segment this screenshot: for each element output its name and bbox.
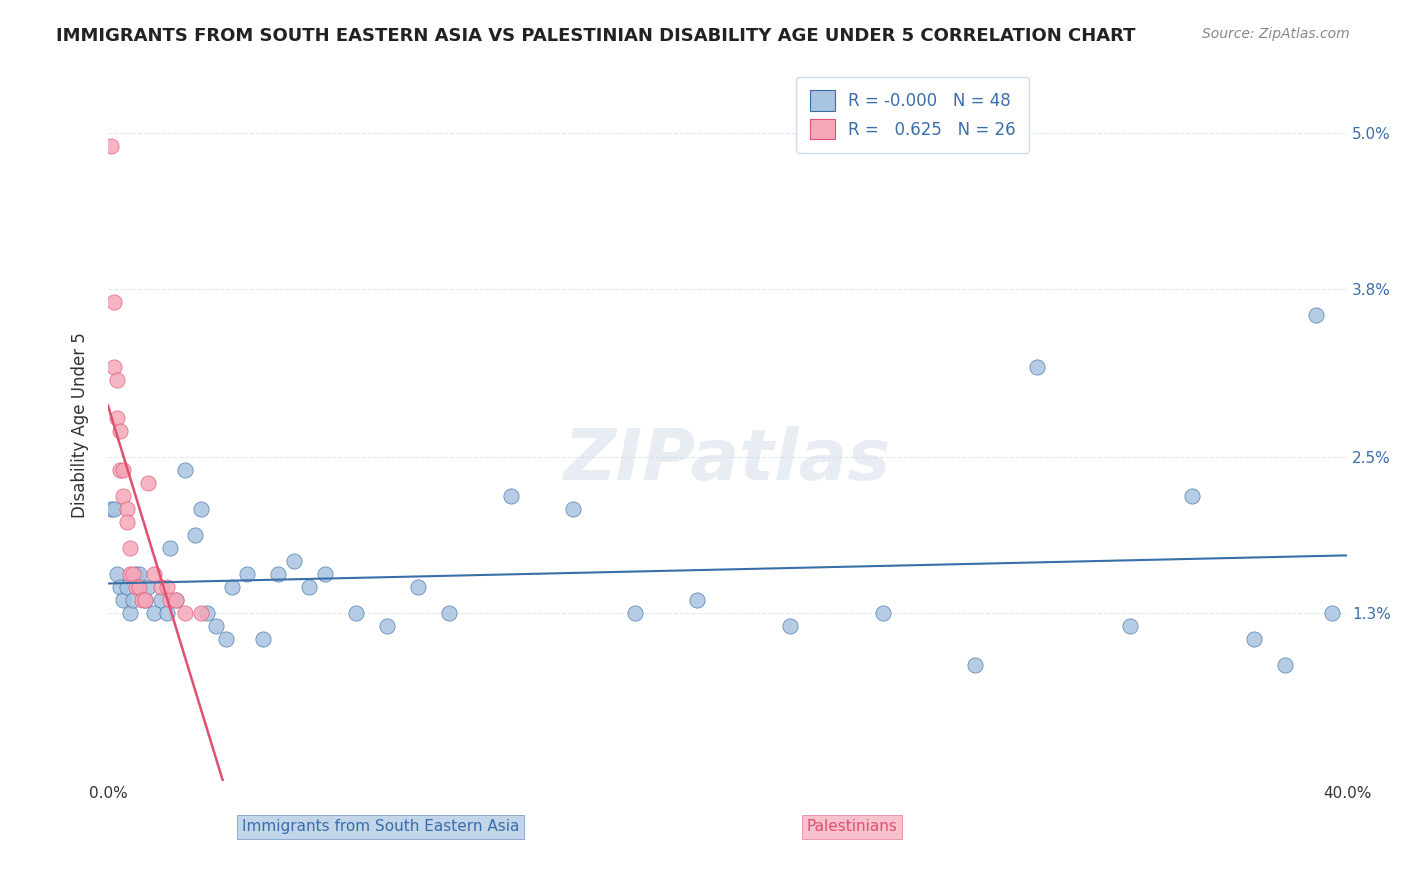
Point <box>110 580 132 594</box>
Point <box>121 593 143 607</box>
Point <box>121 566 143 581</box>
Point <box>298 580 321 594</box>
Point <box>100 502 122 516</box>
Point <box>437 606 460 620</box>
Text: IMMIGRANTS FROM SOUTH EASTERN ASIA VS PALESTINIAN DISABILITY AGE UNDER 5 CORRELA: IMMIGRANTS FROM SOUTH EASTERN ASIA VS PA… <box>56 27 1136 45</box>
Point <box>156 606 179 620</box>
Point <box>118 606 141 620</box>
Point <box>105 566 128 581</box>
Point <box>103 294 125 309</box>
Point <box>149 580 172 594</box>
Point <box>623 606 645 620</box>
Point <box>118 541 141 555</box>
Text: ZIPatlas: ZIPatlas <box>564 426 891 495</box>
Point <box>115 515 138 529</box>
Point <box>134 593 156 607</box>
Point <box>159 593 181 607</box>
Point <box>965 657 987 672</box>
Point <box>118 566 141 581</box>
Text: Palestinians: Palestinians <box>806 819 897 834</box>
Point <box>184 528 207 542</box>
Point <box>499 489 522 503</box>
Point <box>125 566 148 581</box>
Point <box>131 593 153 607</box>
Point <box>236 566 259 581</box>
Point <box>143 566 166 581</box>
Point <box>252 632 274 646</box>
Point <box>112 463 135 477</box>
Point <box>174 463 197 477</box>
Y-axis label: Disability Age Under 5: Disability Age Under 5 <box>72 332 89 518</box>
Point <box>283 554 305 568</box>
Point <box>406 580 429 594</box>
Text: Source: ZipAtlas.com: Source: ZipAtlas.com <box>1202 27 1350 41</box>
Point <box>685 593 707 607</box>
Point <box>1119 619 1142 633</box>
Point <box>1274 657 1296 672</box>
Point <box>136 580 159 594</box>
Text: Immigrants from South Eastern Asia: Immigrants from South Eastern Asia <box>242 819 519 834</box>
Point <box>190 502 212 516</box>
Point <box>872 606 894 620</box>
Point <box>128 580 150 594</box>
Point <box>561 502 583 516</box>
Point <box>105 411 128 425</box>
Point <box>165 593 187 607</box>
Point <box>100 139 122 153</box>
Point <box>125 580 148 594</box>
Point <box>103 502 125 516</box>
Point <box>103 359 125 374</box>
Point <box>344 606 367 620</box>
Point <box>1320 606 1343 620</box>
Point <box>110 425 132 439</box>
Point <box>115 580 138 594</box>
Point <box>115 502 138 516</box>
Point <box>190 606 212 620</box>
Point <box>105 373 128 387</box>
Point <box>779 619 801 633</box>
Point <box>205 619 228 633</box>
Point <box>1026 359 1049 374</box>
Point <box>112 489 135 503</box>
Point <box>195 606 218 620</box>
Point <box>159 541 181 555</box>
Point <box>143 606 166 620</box>
Point <box>215 632 238 646</box>
Point <box>375 619 398 633</box>
Point <box>1181 489 1204 503</box>
Point <box>128 566 150 581</box>
Point <box>221 580 243 594</box>
Point <box>156 580 179 594</box>
Point <box>267 566 290 581</box>
Point <box>136 476 159 491</box>
Point <box>1243 632 1265 646</box>
Point <box>112 593 135 607</box>
Point <box>149 593 172 607</box>
Point <box>174 606 197 620</box>
Point <box>134 593 156 607</box>
Point <box>110 463 132 477</box>
Legend: R = -0.000   N = 48, R =   0.625   N = 26: R = -0.000 N = 48, R = 0.625 N = 26 <box>796 77 1029 153</box>
Point <box>165 593 187 607</box>
Point <box>1305 308 1327 322</box>
Point <box>314 566 336 581</box>
